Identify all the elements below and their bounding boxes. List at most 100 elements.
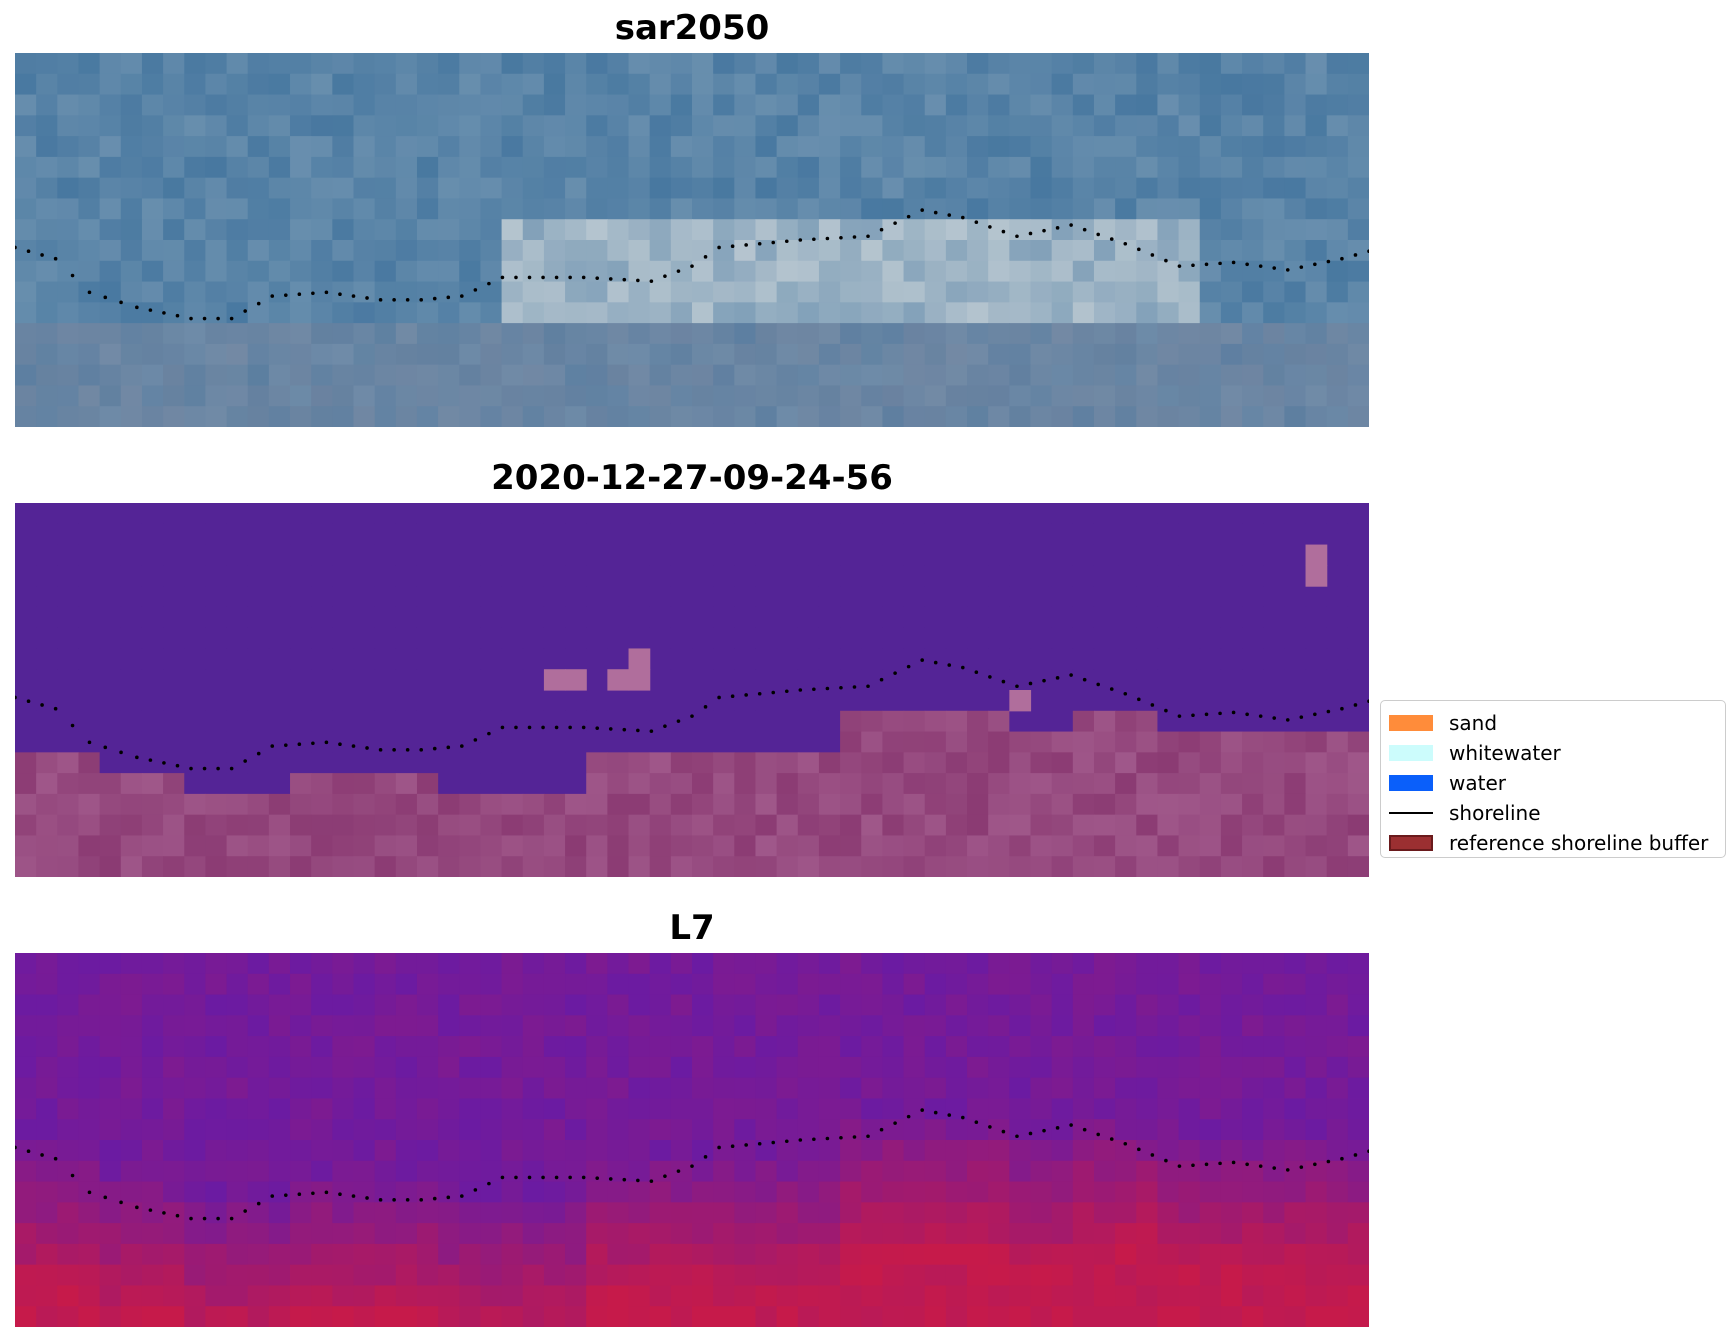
raster-cell (607, 177, 630, 200)
raster-cell (205, 1119, 228, 1141)
raster-cell (353, 323, 376, 345)
raster-cell (1115, 1119, 1137, 1141)
shoreline-point (1231, 710, 1236, 715)
raster-cell (1305, 586, 1328, 608)
raster-cell (861, 94, 884, 116)
raster-cell (501, 710, 524, 733)
shoreline-point (1069, 673, 1073, 677)
raster-cell (1030, 1015, 1053, 1037)
raster-cell (543, 323, 566, 345)
raster-cell (36, 773, 58, 795)
raster-cell (1136, 385, 1159, 407)
shoreline-point (1258, 714, 1263, 718)
raster-cell (1051, 710, 1074, 733)
raster-cell (353, 1119, 376, 1141)
raster-cell (1157, 1077, 1180, 1100)
raster-cell (1030, 503, 1053, 525)
raster-cell (1051, 994, 1074, 1016)
raster-cell (903, 94, 926, 116)
raster-cell (522, 1285, 545, 1307)
raster-cell (268, 669, 291, 691)
raster-cell (15, 1202, 37, 1224)
raster-cell (543, 281, 566, 303)
raster-cell (78, 773, 101, 795)
raster-cell (776, 710, 799, 733)
raster-cell (649, 544, 672, 566)
raster-cell (1242, 814, 1264, 837)
raster-cell (755, 814, 778, 837)
raster-cell (755, 835, 778, 857)
raster-cell (1072, 1056, 1095, 1079)
raster-cell (311, 503, 333, 525)
raster-cell (1242, 586, 1264, 608)
raster-cell (776, 1223, 799, 1245)
raster-cell (36, 260, 58, 283)
raster-cell (565, 343, 587, 366)
raster-cell (480, 406, 503, 427)
raster-cell (141, 1036, 164, 1058)
raster-cell (1072, 343, 1095, 366)
shoreline-point (378, 748, 383, 752)
raster-cell (459, 793, 482, 816)
raster-cell (1051, 814, 1074, 837)
raster-cell (205, 1077, 228, 1100)
raster-cell (57, 586, 80, 608)
raster-cell (480, 281, 503, 303)
raster-cell (1136, 710, 1159, 733)
raster-cell (395, 364, 418, 387)
raster-cell (755, 731, 778, 753)
raster-cell (459, 1036, 482, 1058)
shoreline-point (487, 1181, 491, 1186)
raster-cell (1284, 198, 1307, 220)
raster-cell (290, 1264, 312, 1287)
raster-cell (184, 565, 207, 587)
raster-cell (670, 1077, 693, 1100)
raster-cell (480, 53, 503, 75)
raster-cell (882, 503, 905, 525)
raster-cell (1157, 565, 1180, 587)
raster-cell (543, 260, 566, 283)
raster-cell (395, 1056, 418, 1079)
raster-cell (1030, 115, 1053, 137)
raster-cell (205, 406, 228, 427)
raster-cell (797, 565, 820, 587)
raster-cell (78, 1306, 101, 1327)
raster-cell (1009, 835, 1032, 857)
raster-cell (882, 1119, 905, 1141)
raster-cell (1220, 260, 1243, 283)
raster-cell (184, 953, 207, 975)
raster-cell (628, 503, 651, 525)
raster-cell (522, 53, 545, 75)
raster-cell (290, 198, 312, 220)
raster-cell (1263, 1243, 1285, 1266)
raster-cell (120, 156, 143, 179)
raster-cell (882, 953, 905, 975)
raster-cell (1051, 1306, 1074, 1327)
raster-cell (776, 1119, 799, 1141)
raster-cell (1242, 953, 1264, 975)
raster-cell (120, 648, 143, 670)
raster-cell (226, 565, 249, 587)
raster-cell (607, 544, 630, 566)
shoreline-point (26, 1149, 31, 1154)
raster-cell (713, 1264, 735, 1287)
shoreline-point (730, 1144, 735, 1149)
raster-cell (1347, 260, 1369, 283)
raster-cell (840, 690, 862, 712)
raster-cell (141, 1285, 164, 1307)
raster-cell (1220, 503, 1243, 525)
raster-cell (163, 523, 185, 546)
raster-cell (416, 136, 439, 158)
raster-cell (205, 1140, 228, 1162)
raster-cell (607, 343, 630, 366)
raster-cell (184, 1285, 207, 1307)
raster-cell (480, 752, 503, 774)
raster-cell (1263, 994, 1285, 1016)
raster-cell (1326, 136, 1349, 158)
shoreline-point (1326, 1159, 1331, 1164)
raster-cell (290, 364, 312, 387)
raster-cell (945, 1223, 968, 1245)
raster-cell (247, 648, 270, 670)
raster-cell (607, 73, 630, 96)
raster-cell (353, 302, 376, 324)
